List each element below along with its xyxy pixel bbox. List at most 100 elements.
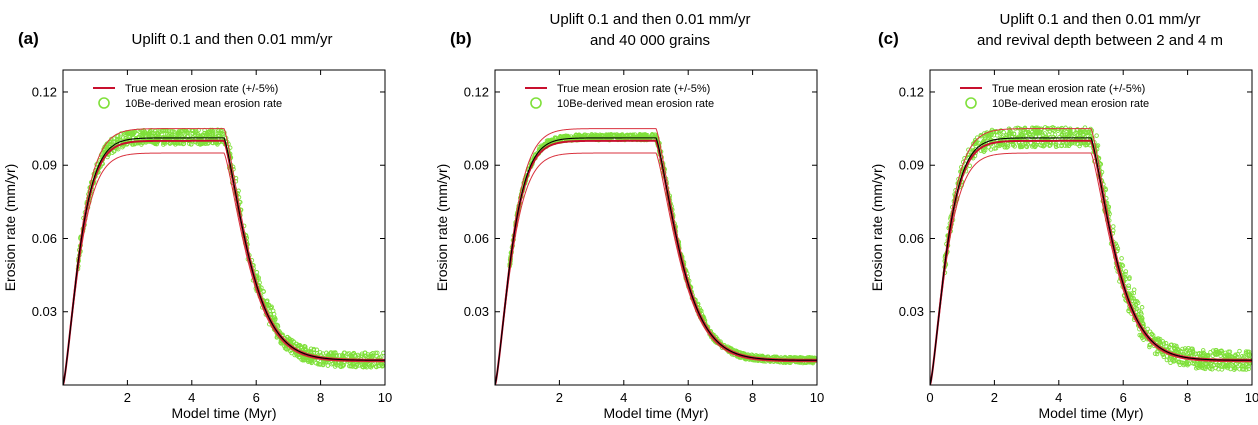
derived-point xyxy=(275,324,281,329)
derived-point xyxy=(1011,131,1017,136)
derived-point xyxy=(288,340,294,345)
derived-point xyxy=(367,353,373,359)
derived-point xyxy=(216,130,221,136)
derived-point xyxy=(1033,143,1038,149)
x-tick-label: 6 xyxy=(1120,390,1127,405)
derived-point xyxy=(1123,271,1128,277)
derived-point xyxy=(1133,298,1138,304)
plot-frame xyxy=(62,69,386,386)
derived-point xyxy=(342,350,347,356)
derived-point xyxy=(1237,348,1242,354)
y-tick-label: 0.09 xyxy=(32,158,57,173)
derived-point xyxy=(1215,362,1220,368)
legend: True mean erosion rate (+/-5%) 10Be-deriv… xyxy=(525,83,714,110)
derived-point xyxy=(368,365,374,370)
x-tick-label: 4 xyxy=(188,390,195,405)
derived-point xyxy=(147,131,152,137)
derived-point xyxy=(1168,342,1174,348)
legend-circle-swatch xyxy=(530,97,542,109)
derived-point xyxy=(1140,316,1145,321)
derived-point xyxy=(374,364,379,370)
derived-point xyxy=(1024,144,1030,150)
x-tick-label: 10 xyxy=(810,390,824,405)
derived-point xyxy=(354,362,360,368)
derived-point xyxy=(1182,361,1188,367)
derived-point xyxy=(1231,364,1237,369)
derived-point xyxy=(1227,349,1233,354)
derived-point xyxy=(1139,305,1145,310)
derived-point xyxy=(379,354,384,359)
derived-point xyxy=(163,128,168,134)
derived-point xyxy=(1226,349,1231,354)
derived-point xyxy=(1246,366,1251,372)
derived-point xyxy=(1082,125,1088,130)
derived-point xyxy=(1111,224,1116,229)
derived-point xyxy=(1059,143,1064,149)
derived-point xyxy=(967,163,973,169)
derived-point xyxy=(184,128,189,134)
panel-title-line: Uplift 0.1 and then 0.01 mm/yr xyxy=(1000,11,1201,28)
derived-point xyxy=(1147,344,1152,350)
derived-point xyxy=(1194,362,1199,367)
derived-point xyxy=(1095,143,1101,148)
derived-point xyxy=(614,135,619,140)
y-tick-label: 0.03 xyxy=(32,304,57,319)
derived-point xyxy=(1126,283,1131,288)
derived-point xyxy=(111,149,117,154)
derived-point xyxy=(620,132,625,137)
x-tick-label: 8 xyxy=(317,390,324,405)
derived-point xyxy=(1221,353,1227,358)
upper-bound-line xyxy=(63,128,385,385)
derived-point xyxy=(1047,142,1053,148)
derived-point xyxy=(273,316,278,322)
legend-entry-true: True mean erosion rate (+/-5%) xyxy=(557,83,710,95)
derived-point xyxy=(1209,367,1215,372)
derived-point xyxy=(1160,352,1166,357)
derived-point xyxy=(1059,125,1064,131)
derived-point xyxy=(171,129,177,135)
y-axis-label: Erosion rate (mm/yr) xyxy=(434,164,450,292)
derived-point xyxy=(199,141,204,147)
derived-point xyxy=(1129,291,1134,296)
derived-point xyxy=(1160,339,1166,344)
derived-point xyxy=(1004,145,1010,150)
derived-point xyxy=(1119,262,1125,268)
derived-point xyxy=(1243,367,1249,372)
y-tick-label: 0.12 xyxy=(899,84,924,99)
derived-point xyxy=(363,353,369,359)
y-tick-label: 0.12 xyxy=(464,84,489,99)
legend-entry-derived: 10Be-derived mean erosion rate xyxy=(992,98,1149,110)
derived-point xyxy=(1172,358,1177,364)
legend-entry-true: True mean erosion rate (+/-5%) xyxy=(992,83,1145,95)
derived-point xyxy=(1172,345,1177,351)
derived-point xyxy=(1002,145,1008,150)
derived-point xyxy=(356,354,362,359)
derived-point xyxy=(1152,351,1158,356)
derived-point xyxy=(1005,142,1010,147)
derived-point xyxy=(1245,352,1250,358)
derived-point xyxy=(190,130,195,136)
derived-point xyxy=(1178,349,1184,354)
derived-point xyxy=(302,357,307,362)
derived-point xyxy=(1217,350,1223,356)
derived-point xyxy=(230,164,236,170)
derived-point xyxy=(1239,353,1245,359)
derived-point xyxy=(1040,132,1046,138)
derived-point xyxy=(325,363,331,368)
derived-point xyxy=(291,339,296,345)
legend-circle-swatch xyxy=(98,97,110,109)
derived-point xyxy=(112,139,117,144)
panel-title-line: Uplift 0.1 and then 0.01 mm/yr xyxy=(132,31,333,48)
derived-point xyxy=(1021,127,1026,133)
derived-point xyxy=(1168,360,1173,366)
derived-point xyxy=(978,133,984,139)
derived-point xyxy=(1084,142,1090,148)
derived-point xyxy=(1225,363,1231,369)
derived-point xyxy=(359,351,365,356)
derived-point xyxy=(1029,144,1035,149)
x-tick-label: 2 xyxy=(991,390,998,405)
derived-point xyxy=(1103,187,1108,193)
derived-point xyxy=(1161,341,1167,346)
derived-point xyxy=(360,364,365,370)
